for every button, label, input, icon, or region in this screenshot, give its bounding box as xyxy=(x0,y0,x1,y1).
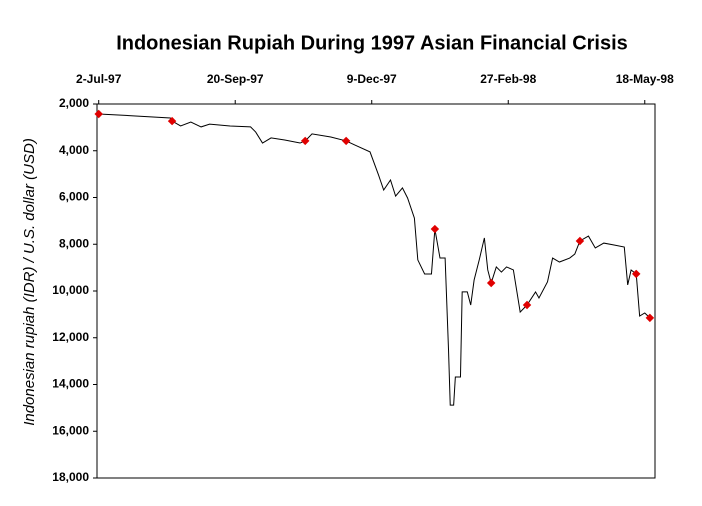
y-tick-label: 14,000 xyxy=(52,377,89,391)
marker xyxy=(94,109,103,119)
y-tick-label: 16,000 xyxy=(52,423,89,437)
plot-frame xyxy=(96,103,656,479)
y-tick-label: 6,000 xyxy=(59,190,89,204)
y-tick-label: 12,000 xyxy=(52,330,89,344)
marker xyxy=(300,136,310,146)
x-tick-label: 27-Feb-98 xyxy=(480,72,536,86)
y-tick-label: 4,000 xyxy=(59,143,89,157)
x-tick-label: 9-Dec-97 xyxy=(347,72,397,86)
chart-title: Indonesian Rupiah During 1997 Asian Fina… xyxy=(116,32,628,54)
marker xyxy=(486,278,496,288)
y-tick-label: 8,000 xyxy=(59,236,89,250)
data-line xyxy=(98,113,651,406)
y-tick-label: 18,000 xyxy=(52,470,89,484)
marker xyxy=(341,136,351,146)
marker xyxy=(430,224,440,234)
y-tick-label: 10,000 xyxy=(52,283,89,297)
x-tick-label: 18-May-98 xyxy=(616,72,674,86)
marker xyxy=(631,269,641,279)
marker xyxy=(575,236,585,246)
y-tick-label: 2,000 xyxy=(59,96,89,110)
marker xyxy=(522,300,532,310)
marker xyxy=(167,116,177,126)
x-tick-label: 20-Sep-97 xyxy=(207,72,264,86)
y-axis-label: Indonesian rupiah (IDR) / U.S. dollar (U… xyxy=(21,138,38,426)
x-tick-label: 2-Jul-97 xyxy=(76,72,122,86)
marker xyxy=(645,313,655,323)
